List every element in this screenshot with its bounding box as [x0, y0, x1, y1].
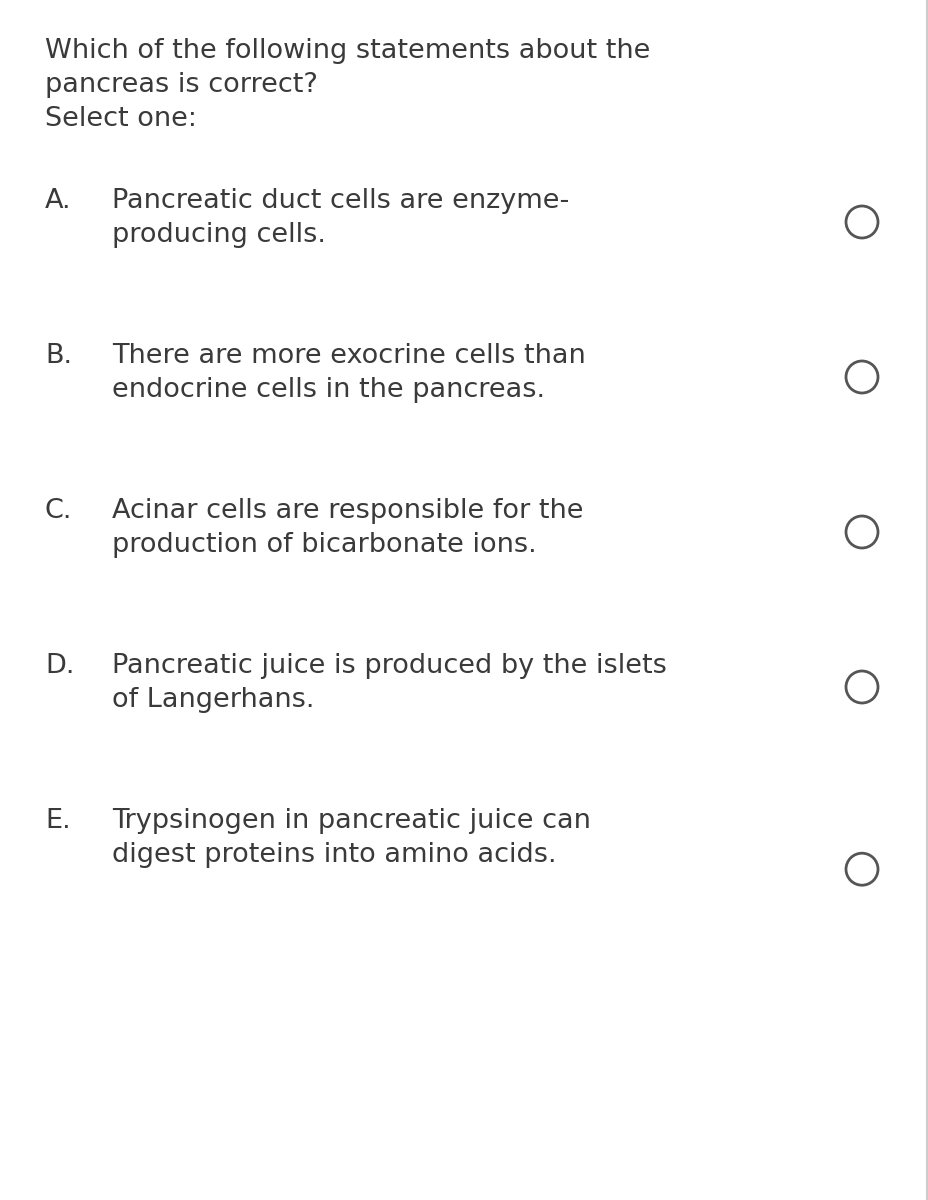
Text: Which of the following statements about the: Which of the following statements about … — [45, 38, 650, 64]
Text: producing cells.: producing cells. — [112, 222, 326, 248]
Text: C.: C. — [45, 498, 72, 524]
Text: Pancreatic juice is produced by the islets: Pancreatic juice is produced by the isle… — [112, 653, 666, 679]
Text: Pancreatic duct cells are enzyme-: Pancreatic duct cells are enzyme- — [112, 188, 569, 214]
Text: D.: D. — [45, 653, 74, 679]
Text: endocrine cells in the pancreas.: endocrine cells in the pancreas. — [112, 377, 545, 403]
Text: Trypsinogen in pancreatic juice can: Trypsinogen in pancreatic juice can — [112, 808, 590, 834]
Text: A.: A. — [45, 188, 71, 214]
Text: E.: E. — [45, 808, 71, 834]
Text: of Langerhans.: of Langerhans. — [112, 686, 314, 713]
Text: B.: B. — [45, 343, 72, 370]
Text: Acinar cells are responsible for the: Acinar cells are responsible for the — [112, 498, 583, 524]
Text: digest proteins into amino acids.: digest proteins into amino acids. — [112, 842, 556, 868]
Text: production of bicarbonate ions.: production of bicarbonate ions. — [112, 532, 536, 558]
Text: pancreas is correct?: pancreas is correct? — [45, 72, 317, 98]
Text: Select one:: Select one: — [45, 106, 197, 132]
Text: There are more exocrine cells than: There are more exocrine cells than — [112, 343, 586, 370]
